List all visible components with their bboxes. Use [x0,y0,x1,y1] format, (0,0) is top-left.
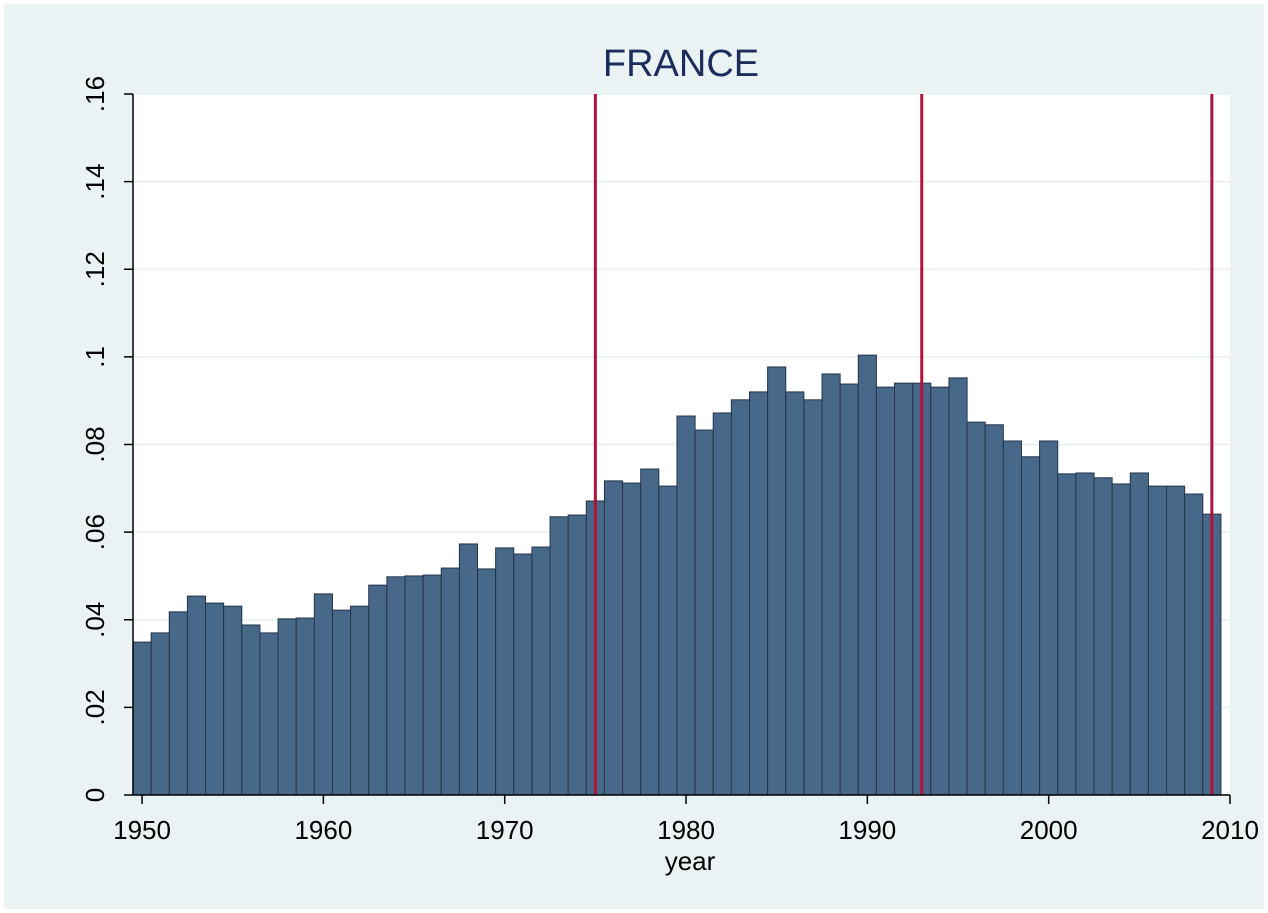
y-tick-label: .12 [80,251,110,287]
x-tick-label: 2010 [1201,815,1259,845]
bar [1129,472,1149,796]
bar [1111,483,1131,796]
bar [168,611,188,796]
bar [748,391,769,796]
bar [694,429,714,796]
bar [223,605,243,796]
bar [1093,477,1113,796]
y-tick-label: .08 [80,426,110,462]
bar [894,382,914,796]
bar [603,480,624,796]
bar [495,547,515,796]
bar [1002,440,1022,796]
bar [150,632,170,796]
bar [313,593,333,796]
bar [186,595,207,796]
bar [1166,485,1186,796]
bar [712,412,732,796]
bar [1039,440,1059,796]
bar [622,482,642,796]
bar [984,424,1004,796]
y-tick-label: .02 [80,689,110,725]
chart-title: FRANCE [603,43,759,85]
bar [676,415,696,796]
bar [549,516,569,796]
bar [1184,493,1204,796]
bar [205,602,225,796]
bar [1057,473,1077,796]
x-tick-label: 1990 [838,815,896,845]
bar [966,421,986,796]
x-tick-label: 1980 [657,815,715,845]
x-tick-label: 2000 [1020,815,1078,845]
bar [132,641,152,796]
bar [277,618,297,796]
y-tick-label: 0 [80,788,110,802]
y-tick-label: .1 [80,346,110,368]
y-tick-label: .04 [80,602,110,638]
y-tick-label: .06 [80,514,110,550]
bar [331,609,352,796]
bar [1075,472,1095,796]
bar [640,468,660,796]
bar [567,514,587,796]
bar [350,605,370,796]
bar [259,632,279,796]
bar [803,399,823,796]
x-tick-label: 1950 [113,815,171,845]
bar [767,366,787,796]
bar [658,485,678,796]
bar [531,546,551,796]
y-tick-label: .14 [80,164,110,200]
bar [440,567,460,796]
bar [857,354,877,796]
x-tick-label: 1960 [294,815,352,845]
bar [422,574,442,796]
bar [404,575,424,796]
bar [785,391,805,796]
bar [368,584,388,796]
x-tick-label: 1970 [476,815,534,845]
bar [1147,485,1168,796]
x-axis-label: year [665,846,716,876]
bar [477,568,497,796]
bar [839,383,859,796]
bar [458,543,479,796]
y-tick-label: .16 [80,76,110,112]
bar [241,624,261,796]
bar [930,386,950,796]
bar [821,373,841,796]
bar [875,386,896,796]
bar [1020,456,1041,796]
bar [948,377,968,796]
bar [513,553,533,796]
bar [386,576,406,796]
bar [295,617,315,796]
bar [730,399,750,796]
